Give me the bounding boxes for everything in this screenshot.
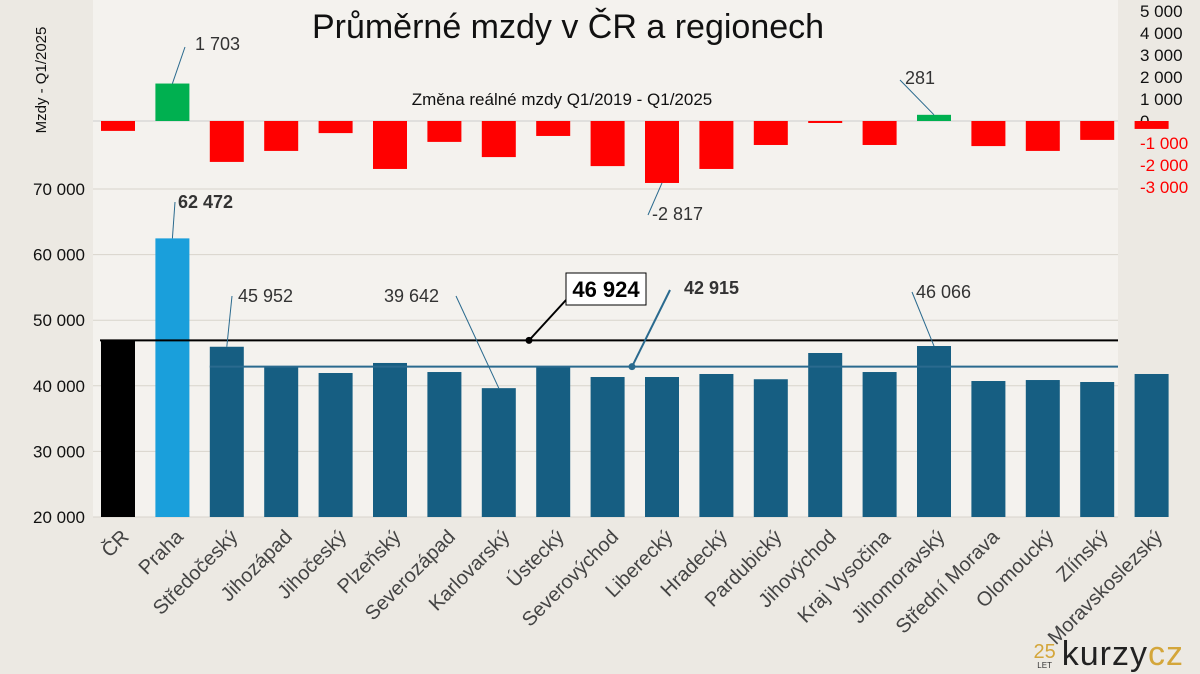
bar-Kraj Vysočina: [862, 372, 897, 517]
category-label: ČR: [97, 525, 134, 562]
change-bar-Severovýchod: [590, 121, 625, 167]
average-label: 46 924: [572, 277, 640, 302]
bar-Jihočeský: [318, 373, 353, 517]
category-label: Severovýchod: [518, 526, 623, 631]
bar-Olomoucký: [1025, 380, 1060, 517]
data-label: 62 472: [178, 192, 233, 212]
right-tick-label: -2 000: [1140, 156, 1188, 175]
change-bar-Moravskoslezský: [1134, 121, 1169, 129]
data-label: 281: [905, 68, 935, 88]
change-bar-Plzeňský: [373, 121, 407, 169]
change-bar-Hradecký: [699, 121, 734, 169]
data-label: 45 952: [238, 286, 293, 306]
change-bar-Zlínský: [1080, 121, 1115, 140]
bar-Ústecký: [536, 366, 571, 517]
y-tick-label: 20 000: [33, 508, 85, 527]
change-bar-ČR: [101, 121, 135, 131]
data-label: 39 642: [384, 286, 439, 306]
leader-line: [171, 201, 176, 239]
leader-line: [455, 295, 500, 389]
y-axis-label: Mzdy - Q1/2025: [33, 27, 50, 134]
logo-brand: kurzycz: [1061, 635, 1184, 673]
median-label: 42 915: [684, 278, 739, 298]
change-bar-Pardubický: [753, 121, 788, 145]
right-tick-label: -3 000: [1140, 178, 1188, 197]
leader-line: [528, 299, 567, 342]
bar-Střední Morava: [971, 381, 1006, 517]
bar-Liberecký: [645, 377, 679, 517]
y-tick-label: 50 000: [33, 311, 85, 330]
bar-Jihomoravský: [917, 346, 951, 517]
secondary-title: Změna reálné mzdy Q1/2019 - Q1/2025: [412, 90, 713, 109]
bar-Jihozápad: [264, 366, 299, 517]
change-bar-Jihovýchod: [808, 121, 843, 123]
change-bar-Jihomoravský: [917, 114, 951, 121]
leader-line: [226, 295, 233, 347]
change-bar-Liberecký: [645, 121, 679, 183]
leader-line: [911, 291, 935, 347]
change-bar-Kraj Vysočina: [862, 121, 897, 145]
change-bar-Ústecký: [536, 121, 571, 136]
data-label: -2 817: [652, 204, 703, 224]
bar-Středočeský: [209, 346, 244, 517]
y-tick-label: 60 000: [33, 246, 85, 265]
category-label: Kraj Vysočina: [794, 525, 896, 627]
y-tick-label: 30 000: [33, 442, 85, 461]
right-tick-label: 3 000: [1140, 46, 1183, 65]
change-bar-Jihozápad: [264, 121, 299, 151]
bar-Severovýchod: [590, 377, 625, 517]
change-bar-Středočeský: [209, 121, 244, 162]
change-bar-Střední Morava: [971, 121, 1006, 147]
bar-Severozápad: [427, 372, 462, 517]
change-bar-Praha: [155, 83, 190, 121]
bar-Plzeňský: [373, 362, 407, 517]
right-tick-label: 2 000: [1140, 68, 1183, 87]
change-bar-Olomoucký: [1025, 121, 1060, 151]
bar-Karlovarský: [481, 388, 516, 517]
change-bar-Karlovarský: [481, 121, 516, 158]
bar-Hradecký: [699, 373, 734, 517]
bar-Pardubický: [753, 379, 788, 517]
leader-line: [631, 289, 671, 368]
data-label: 1 703: [195, 34, 240, 54]
logo-years: 25 LET: [1033, 641, 1056, 670]
y-tick-label: 40 000: [33, 377, 85, 396]
leader-line: [647, 182, 663, 216]
change-bar-Severozápad: [427, 121, 462, 142]
category-label: Jihomoravský: [848, 526, 950, 628]
right-tick-label: 5 000: [1140, 2, 1183, 21]
chart-title: Průměrné mzdy v ČR a regionech: [312, 8, 824, 46]
right-tick-label: 1 000: [1140, 90, 1183, 109]
kurzy-logo: 25 LET kurzycz: [1033, 635, 1184, 673]
leader-line: [171, 46, 186, 84]
right-tick-label: -1 000: [1140, 134, 1188, 153]
average-label-box: [565, 272, 647, 306]
bar-Moravskoslezský: [1134, 373, 1169, 517]
data-label: 46 066: [916, 282, 971, 302]
y-tick-label: 70 000: [33, 180, 85, 199]
bar-ČR: [101, 340, 135, 517]
right-tick-label: 4 000: [1140, 24, 1183, 43]
bar-Jihovýchod: [808, 353, 843, 517]
leader-line: [899, 79, 935, 116]
bar-Praha: [155, 238, 190, 518]
bar-Zlínský: [1080, 381, 1115, 517]
change-bar-Jihočeský: [318, 121, 353, 134]
